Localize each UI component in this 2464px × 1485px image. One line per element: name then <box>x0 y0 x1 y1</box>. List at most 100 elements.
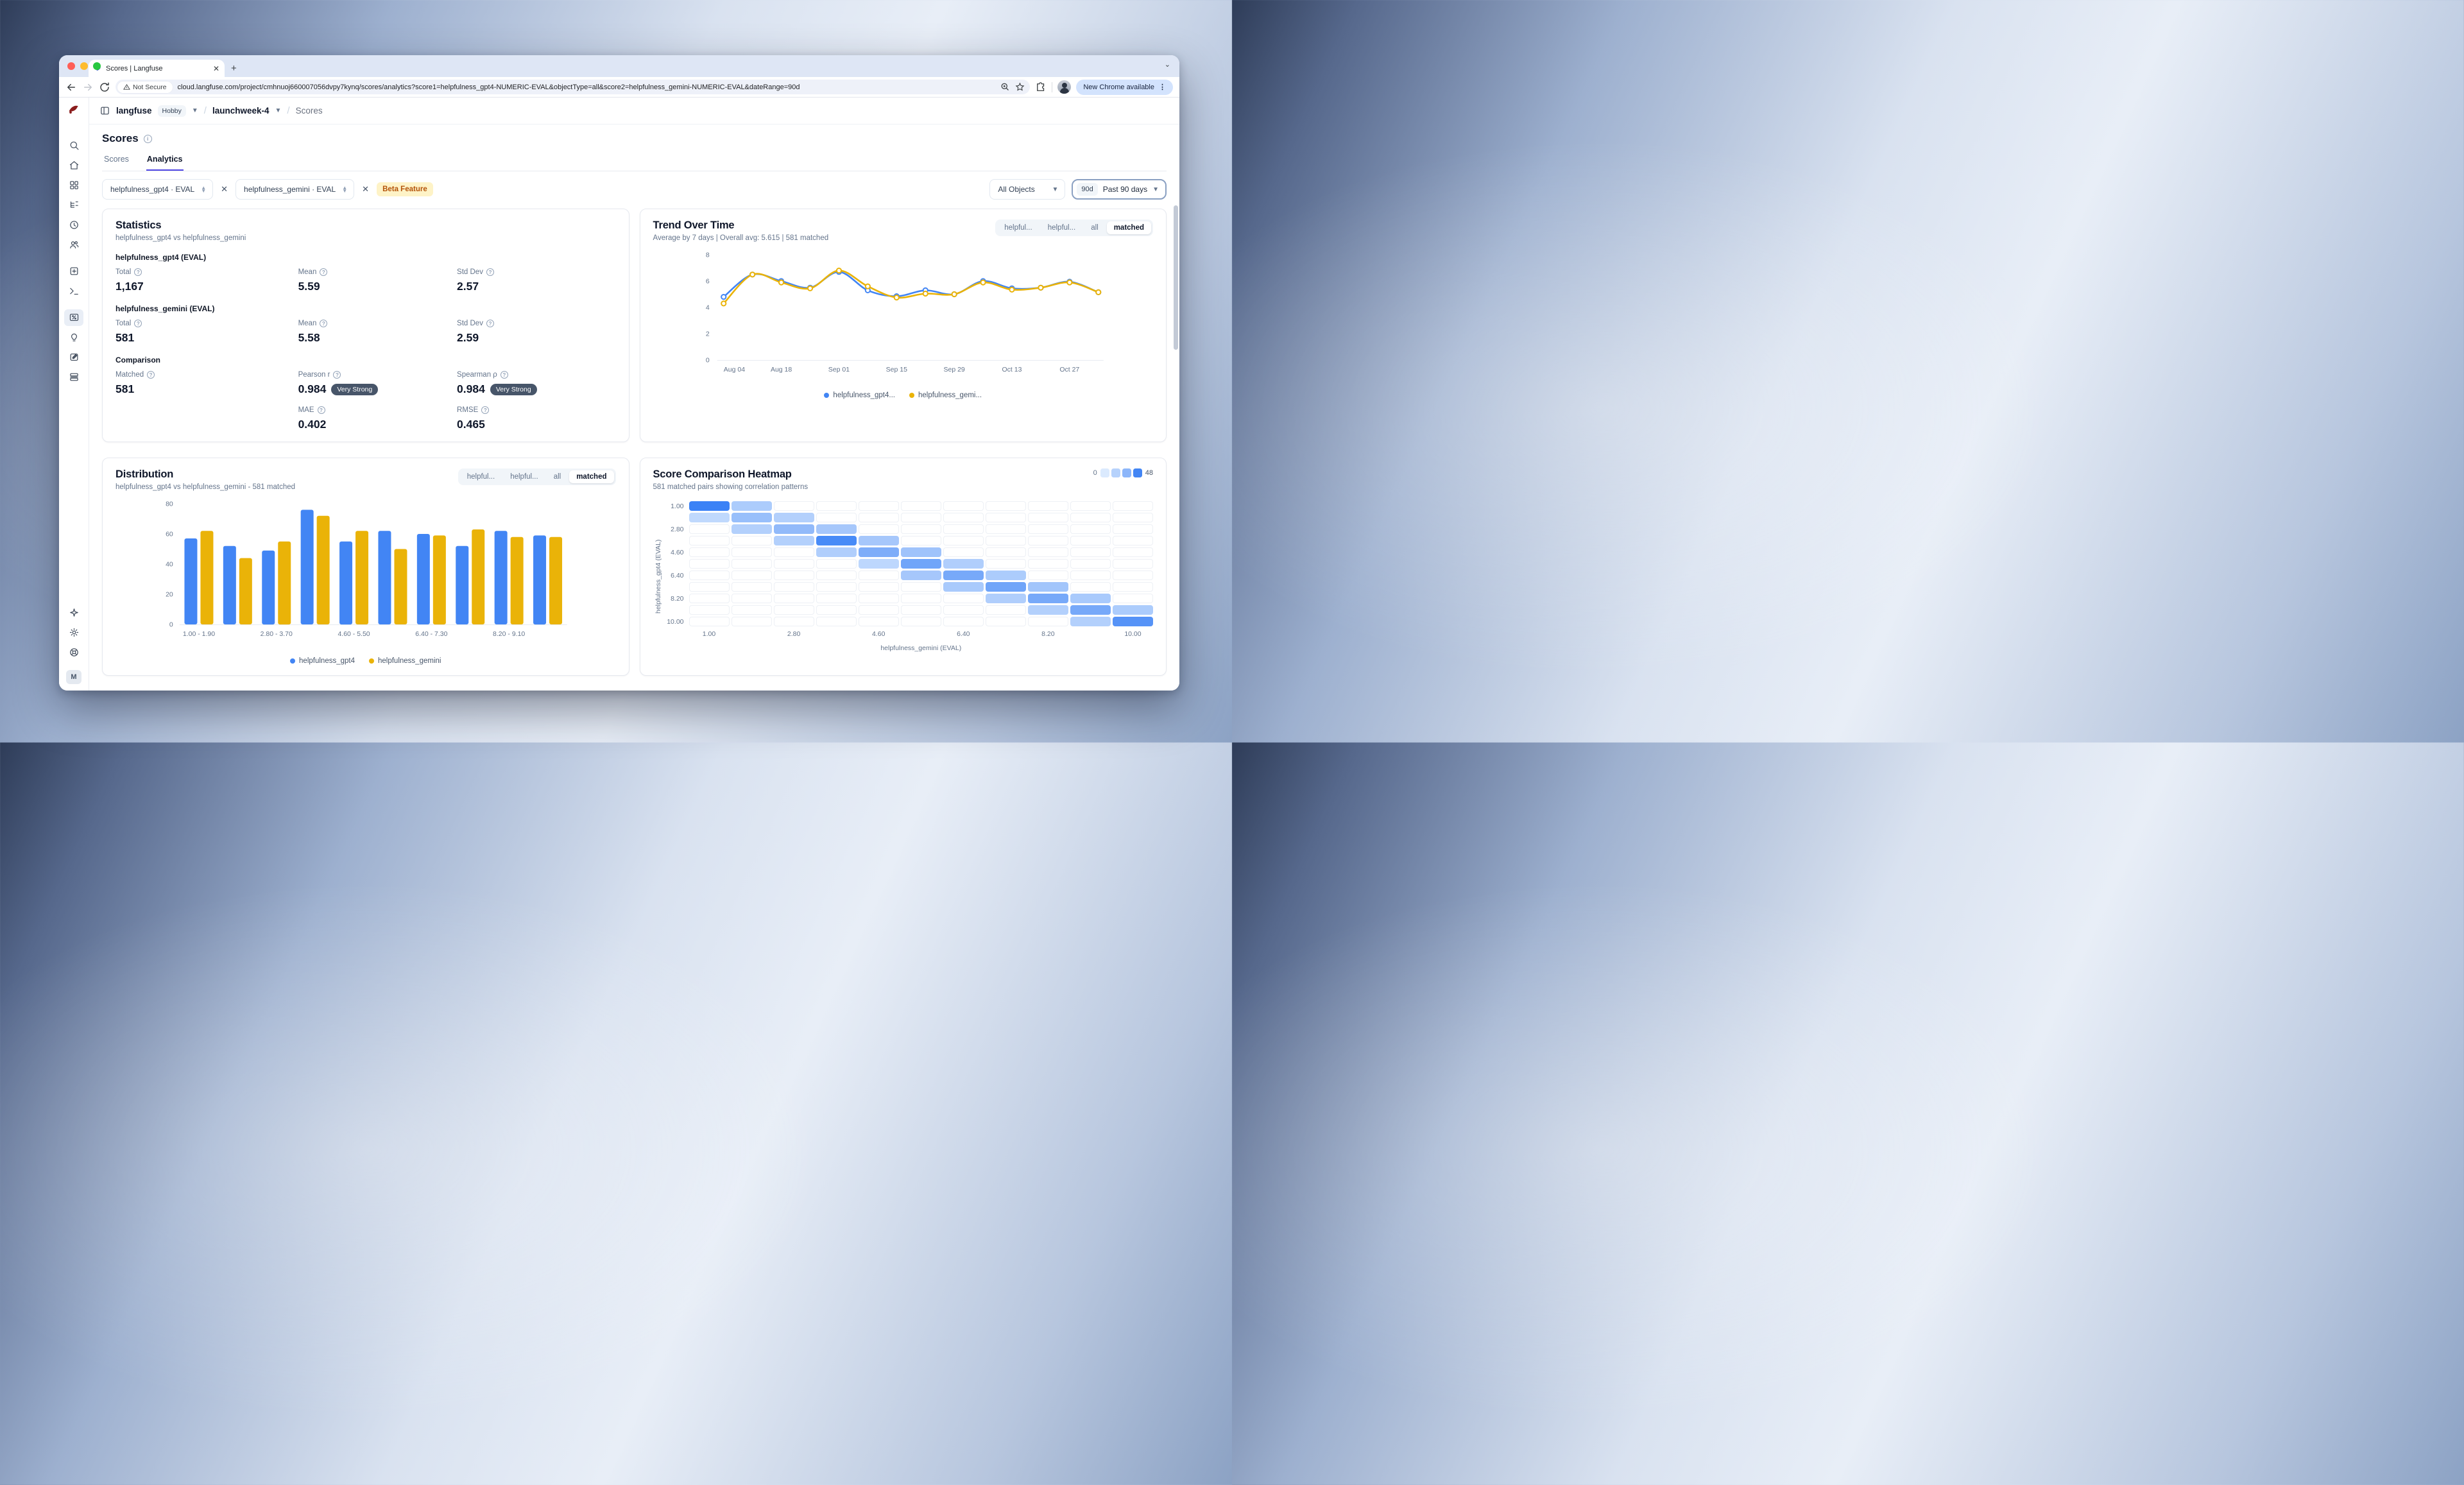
view-tab-all-2[interactable]: all <box>553 473 561 481</box>
sidebar-rail: M <box>59 98 89 691</box>
scrollbar-thumb[interactable] <box>1174 205 1178 350</box>
view-tab-helpful-1[interactable]: helpful... <box>1047 224 1076 232</box>
tab-scores[interactable]: Scores <box>104 155 129 164</box>
stat-label: MAE <box>298 406 314 414</box>
heatmap-cell <box>816 594 857 603</box>
heatmap-cell <box>943 536 984 545</box>
view-tab-helpful-1[interactable]: helpful... <box>510 473 538 481</box>
heatmap-y-tick <box>663 536 684 545</box>
tab-close-icon[interactable]: ✕ <box>212 64 219 73</box>
date-range-select[interactable]: 90d Past 90 days ▼ <box>1072 179 1167 200</box>
info-icon[interactable]: i <box>143 134 152 143</box>
distribution-card: Distribution helpfulness_gpt4 vs helpful… <box>102 458 629 676</box>
sidebar-item-scores[interactable] <box>64 309 83 326</box>
view-tab-matched-3[interactable]: matched <box>569 470 614 483</box>
extensions-icon[interactable] <box>1035 82 1047 93</box>
sidebar-item-settings[interactable] <box>64 624 83 641</box>
help-icon[interactable]: ? <box>317 406 325 414</box>
kebab-menu-icon[interactable]: ⋮ <box>1159 83 1166 91</box>
heatmap-cell <box>689 582 730 592</box>
browser-profile-avatar[interactable] <box>1057 80 1072 94</box>
legend-dot <box>369 658 374 664</box>
view-tab-matched-3[interactable]: matched <box>1106 221 1151 234</box>
heatmap-card: Score Comparison Heatmap 581 matched pai… <box>639 458 1167 676</box>
sidebar-item-tracing[interactable] <box>64 197 83 214</box>
browser-tab[interactable]: Scores | Langfuse ✕ <box>89 60 225 77</box>
help-icon[interactable]: ? <box>486 320 494 327</box>
breadcrumb-project[interactable]: launchweek-4 <box>212 106 270 116</box>
back-button[interactable] <box>65 82 77 93</box>
sidebar-item-home[interactable] <box>64 157 83 174</box>
trend-subtitle: Average by 7 days | Overall avg: 5.615 |… <box>653 234 829 242</box>
object-type-select[interactable]: All Objects ▼ <box>989 179 1066 200</box>
heatmap-cell <box>1070 582 1111 592</box>
heatmap-cell <box>731 594 772 603</box>
help-icon[interactable]: ? <box>134 268 142 276</box>
maximize-window-button[interactable] <box>93 62 101 70</box>
chevron-down-icon[interactable]: ▼ <box>191 107 198 114</box>
score1-select[interactable]: helpfulness_gpt4 · EVAL ▲ ▼ <box>102 179 214 200</box>
help-icon[interactable]: ? <box>500 371 508 379</box>
sidebar-item-datasets[interactable] <box>64 349 83 366</box>
sidebar-item-evaluators[interactable] <box>64 329 83 346</box>
dashboards-icon <box>69 181 78 189</box>
heatmap-cell <box>1027 547 1068 557</box>
heatmap-cell <box>773 536 814 545</box>
sidebar-item-tables[interactable] <box>64 369 83 386</box>
view-tab-helpful-0[interactable]: helpful... <box>1004 224 1032 232</box>
address-bar[interactable]: Not Secure cloud.langfuse.com/project/cm… <box>116 80 1031 94</box>
new-tab-button[interactable]: + <box>231 63 237 74</box>
sidebar-item-prompts[interactable] <box>64 263 83 280</box>
langfuse-logo[interactable] <box>67 103 80 116</box>
remove-score2-button[interactable]: ✕ <box>362 184 370 194</box>
breadcrumb-page[interactable]: Scores <box>295 106 323 116</box>
heatmap-cell <box>1070 501 1111 511</box>
help-icon[interactable]: ? <box>320 268 328 276</box>
sidebar-item-sessions[interactable] <box>64 217 83 234</box>
distribution-title: Distribution <box>116 468 174 480</box>
svg-text:1.00 - 1.90: 1.00 - 1.90 <box>183 630 215 638</box>
help-icon[interactable]: ? <box>481 406 490 414</box>
view-tab-helpful-0[interactable]: helpful... <box>466 473 495 481</box>
breadcrumb-org[interactable]: langfuse <box>116 106 152 116</box>
user-avatar[interactable]: M <box>66 670 81 684</box>
chevron-down-icon[interactable]: ▼ <box>275 107 282 114</box>
help-icon[interactable]: ? <box>320 320 328 327</box>
plan-badge[interactable]: Hobby <box>157 105 186 117</box>
sidebar-item-support[interactable] <box>64 644 83 661</box>
stat-label: Pearson r <box>298 371 330 379</box>
score2-select[interactable]: helpfulness_gemini · EVAL ▲ ▼ <box>235 179 355 200</box>
trend-card: Trend Over Time Average by 7 days | Over… <box>639 209 1167 442</box>
breadcrumb: langfuse Hobby ▼ / launchweek-4 ▼ / Scor… <box>89 98 1179 124</box>
reload-button[interactable] <box>99 82 110 93</box>
chrome-update-button[interactable]: New Chrome available ⋮ <box>1076 79 1173 95</box>
heatmap-cell <box>1070 547 1111 557</box>
minimize-window-button[interactable] <box>80 62 88 70</box>
tab-search-icon[interactable]: ⌄ <box>1164 61 1170 69</box>
heatmap-title: Score Comparison Heatmap <box>653 468 792 480</box>
zoom-page-icon[interactable] <box>1000 82 1010 92</box>
heatmap-cell <box>1112 605 1153 615</box>
remove-score1-button[interactable]: ✕ <box>221 184 228 194</box>
help-icon[interactable]: ? <box>333 371 341 379</box>
sidebar-item-users[interactable] <box>64 237 83 253</box>
help-icon[interactable]: ? <box>147 371 155 379</box>
sidebar-item-whats-new[interactable] <box>64 605 83 621</box>
sidebar-item-search[interactable] <box>64 137 83 154</box>
heatmap-cell <box>1070 524 1111 534</box>
sidebar-item-dashboards[interactable] <box>64 177 83 194</box>
bookmark-star-icon[interactable] <box>1015 82 1025 92</box>
heatmap-cell <box>816 582 857 592</box>
close-window-button[interactable] <box>67 62 75 70</box>
heatmap-cell <box>900 594 941 603</box>
tab-analytics[interactable]: Analytics <box>146 151 184 171</box>
help-icon[interactable]: ? <box>134 320 142 327</box>
heatmap-cell <box>985 559 1026 569</box>
help-icon[interactable]: ? <box>486 268 494 276</box>
panel-toggle-icon[interactable] <box>99 105 110 116</box>
heatmap-x-axis-title: helpfulness_gemini (EVAL) <box>880 644 962 652</box>
security-chip[interactable]: Not Secure <box>117 81 173 93</box>
view-tab-all-2[interactable]: all <box>1091 224 1099 232</box>
sidebar-item-playground[interactable] <box>64 283 83 300</box>
forward-button[interactable] <box>82 82 94 93</box>
